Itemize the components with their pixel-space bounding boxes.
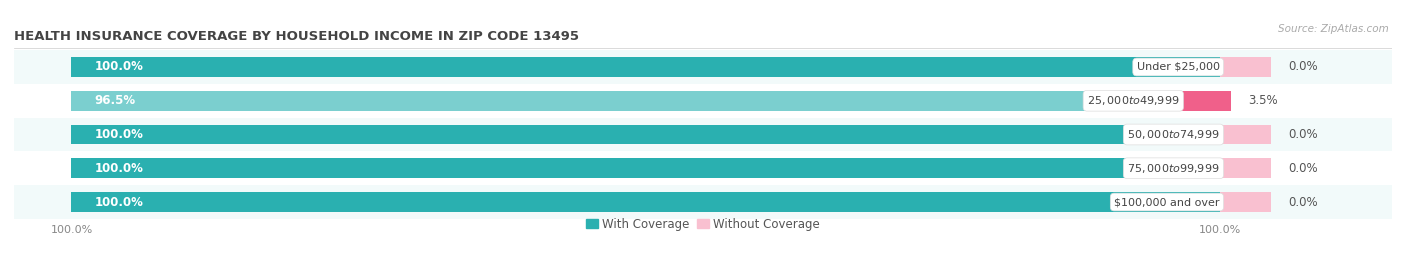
Text: 100.0%: 100.0% (94, 128, 143, 141)
Text: HEALTH INSURANCE COVERAGE BY HOUSEHOLD INCOME IN ZIP CODE 13495: HEALTH INSURANCE COVERAGE BY HOUSEHOLD I… (14, 30, 579, 43)
Bar (14, 151, 1392, 185)
Bar (1180, 91, 1232, 111)
Bar (72, 125, 1220, 144)
Bar (1220, 57, 1271, 77)
Text: 3.5%: 3.5% (1249, 94, 1278, 107)
Bar (72, 57, 1220, 77)
Text: Under $25,000: Under $25,000 (1136, 62, 1220, 72)
Bar (72, 192, 1220, 212)
Bar (72, 158, 1220, 178)
Bar (14, 185, 1392, 219)
Text: Source: ZipAtlas.com: Source: ZipAtlas.com (1278, 24, 1389, 34)
Bar (1220, 158, 1271, 178)
Bar (14, 84, 1392, 118)
Bar (14, 118, 1392, 151)
Bar (72, 125, 1220, 144)
Text: 0.0%: 0.0% (1289, 61, 1319, 73)
Bar (1220, 192, 1271, 212)
Bar (72, 192, 1220, 212)
Bar (72, 158, 1220, 178)
Text: 100.0%: 100.0% (94, 61, 143, 73)
Text: $50,000 to $74,999: $50,000 to $74,999 (1128, 128, 1220, 141)
Bar (14, 50, 1392, 84)
Text: $25,000 to $49,999: $25,000 to $49,999 (1087, 94, 1180, 107)
Text: 96.5%: 96.5% (94, 94, 135, 107)
Bar (72, 57, 1220, 77)
Bar (72, 91, 1180, 111)
Text: $100,000 and over: $100,000 and over (1114, 197, 1220, 207)
Bar (1220, 125, 1271, 144)
Text: 0.0%: 0.0% (1289, 196, 1319, 208)
Text: 100.0%: 100.0% (94, 196, 143, 208)
Text: 0.0%: 0.0% (1289, 128, 1319, 141)
Text: 100.0%: 100.0% (94, 162, 143, 175)
Bar (72, 91, 1220, 111)
Legend: With Coverage, Without Coverage: With Coverage, Without Coverage (581, 213, 825, 235)
Text: 0.0%: 0.0% (1289, 162, 1319, 175)
Text: $75,000 to $99,999: $75,000 to $99,999 (1128, 162, 1220, 175)
